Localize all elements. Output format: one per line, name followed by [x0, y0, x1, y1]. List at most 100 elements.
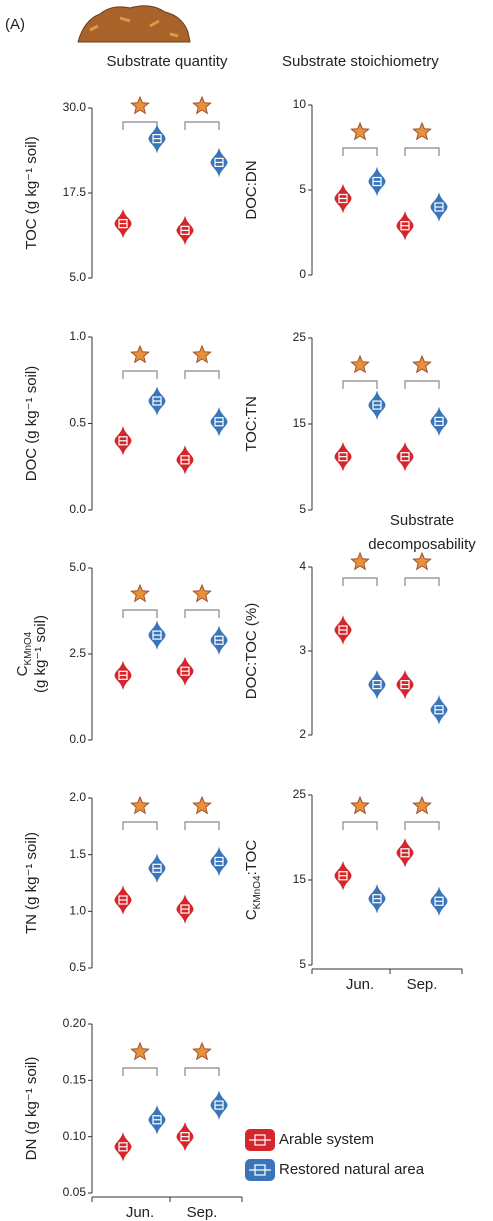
y-tick-label: 2.5 [69, 646, 86, 660]
significance-bracket [404, 380, 440, 389]
significance-bracket [184, 609, 220, 618]
y-axis-label-part: KMnO4 [23, 631, 34, 665]
y-axis-label-part: :TOC [243, 840, 260, 876]
y-axis-label: TOC:TN [243, 396, 260, 452]
y-axis-label-part: C [14, 665, 31, 676]
x-tick-label: Sep. [187, 1204, 218, 1221]
y-tick-label: 0.0 [69, 732, 86, 746]
y-tick-label: 30.0 [63, 100, 87, 114]
y-axis-label: DOC (g kg⁻¹ soil) [23, 366, 40, 481]
significance-star [412, 795, 432, 815]
significance-bracket [342, 821, 378, 830]
panel-title: Substrate [390, 512, 454, 529]
y-tick-label: 4 [299, 559, 306, 573]
y-axis-label-part: DN (g kg⁻¹ soil) [23, 1057, 40, 1161]
significance-star [192, 344, 212, 364]
y-axis-label-part: DOC:TOC (%) [243, 603, 260, 699]
y-tick-label: 15 [293, 416, 307, 430]
y-axis-label-part: TOC (g kg⁻¹ soil) [23, 136, 40, 250]
significance-bracket [342, 380, 378, 389]
significance-bracket [404, 147, 440, 156]
significance-star [412, 551, 432, 571]
significance-bracket [122, 609, 158, 618]
significance-star [192, 1041, 212, 1061]
significance-star [130, 95, 150, 115]
y-tick-label: 0.05 [63, 1185, 87, 1199]
significance-star [130, 795, 150, 815]
y-tick-label: 3 [299, 643, 306, 657]
y-tick-label: 1.0 [69, 904, 86, 918]
y-axis-label-part: KMnO4 [252, 875, 263, 909]
significance-bracket [184, 370, 220, 379]
significance-bracket [184, 121, 220, 130]
significance-bracket [122, 370, 158, 379]
y-axis-label: CKMnO4 [14, 631, 34, 676]
significance-star [350, 551, 370, 571]
significance-star [192, 583, 212, 603]
y-tick-label: 0.10 [63, 1129, 87, 1143]
significance-star [130, 1041, 150, 1061]
y-tick-label: 1.0 [69, 329, 86, 343]
y-axis-label-part: (g kg⁻¹ soil) [32, 615, 49, 693]
panel-title: decomposability [368, 536, 476, 553]
y-tick-label: 0.0 [69, 502, 86, 516]
significance-bracket [404, 577, 440, 586]
y-axis-label: TOC (g kg⁻¹ soil) [23, 136, 40, 250]
y-axis-label: (g kg⁻¹ soil) [32, 615, 49, 693]
y-tick-label: 0 [299, 267, 306, 281]
significance-star [350, 121, 370, 141]
x-tick-label: Jun. [346, 976, 374, 993]
legend-label: Restored natural area [279, 1161, 425, 1178]
y-tick-label: 15 [293, 872, 307, 886]
y-axis-label: DOC:TOC (%) [243, 603, 260, 699]
y-tick-label: 0.5 [69, 416, 86, 430]
significance-star [350, 795, 370, 815]
y-tick-label: 5 [299, 502, 306, 516]
significance-bracket [342, 147, 378, 156]
y-axis-label-part: DOC (g kg⁻¹ soil) [23, 366, 40, 481]
column-title: Substrate stoichiometry [282, 53, 439, 70]
x-tick-label: Sep. [407, 976, 438, 993]
significance-star [130, 583, 150, 603]
legend-label: Arable system [279, 1131, 374, 1148]
y-axis-label-part: DOC:DN [243, 160, 260, 219]
x-tick-label: Jun. [126, 1204, 154, 1221]
y-axis-label: TN (g kg⁻¹ soil) [23, 832, 40, 934]
y-tick-label: 5.0 [69, 270, 86, 284]
y-tick-label: 2 [299, 727, 306, 741]
significance-star [192, 795, 212, 815]
significance-bracket [404, 821, 440, 830]
significance-star [412, 354, 432, 374]
column-title: Substrate quantity [107, 53, 228, 70]
y-tick-label: 5.0 [69, 560, 86, 574]
y-tick-label: 5 [299, 182, 306, 196]
y-tick-label: 0.20 [63, 1016, 87, 1030]
y-tick-label: 0.15 [63, 1073, 87, 1087]
y-tick-label: 25 [293, 787, 307, 801]
y-axis-label-part: TOC:TN [243, 396, 260, 452]
significance-bracket [122, 1067, 158, 1076]
y-tick-label: 25 [293, 330, 307, 344]
y-axis-label: DN (g kg⁻¹ soil) [23, 1057, 40, 1161]
y-tick-label: 2.0 [69, 790, 86, 804]
soil-icon [77, 5, 191, 43]
significance-star [192, 95, 212, 115]
y-tick-label: 1.5 [69, 847, 86, 861]
y-tick-label: 17.5 [63, 185, 87, 199]
y-axis-label: DOC:DN [243, 160, 260, 219]
soil-icon-detail [89, 16, 179, 38]
y-tick-label: 10 [293, 97, 307, 111]
significance-star [412, 121, 432, 141]
y-tick-label: 0.5 [69, 960, 86, 974]
significance-bracket [122, 121, 158, 130]
y-axis-label-part: TN (g kg⁻¹ soil) [23, 832, 40, 934]
significance-bracket [342, 577, 378, 586]
significance-bracket [184, 1067, 220, 1076]
panel-label: (A) [5, 16, 25, 33]
significance-star [130, 344, 150, 364]
significance-bracket [184, 821, 220, 830]
y-axis-label-part: C [243, 909, 260, 920]
y-tick-label: 5 [299, 957, 306, 971]
